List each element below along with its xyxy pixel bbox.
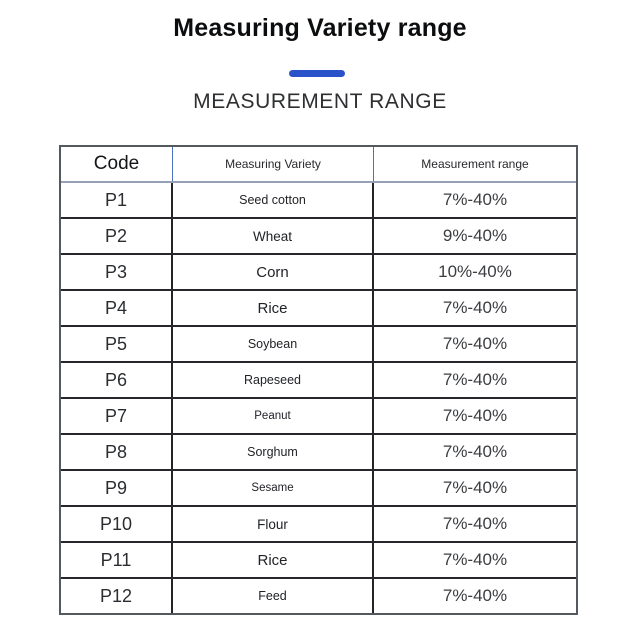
table-row: P10 Flour 7%-40% <box>61 507 576 543</box>
range-cell: 7%-40% <box>442 370 508 389</box>
table-row: P3 Corn 10%-40% <box>61 255 576 291</box>
measurement-range-table: Code Measuring Variety Measurement range… <box>59 145 578 615</box>
accent-divider <box>289 70 345 77</box>
variety-cell: Corn <box>173 255 374 289</box>
variety-cell: Feed <box>173 579 374 613</box>
table-header-row: Code Measuring Variety Measurement range <box>61 147 576 183</box>
variety-cell: Seed cotton <box>173 183 374 217</box>
range-cell: 7%-40% <box>442 406 508 425</box>
table-row: P12 Feed 7%-40% <box>61 579 576 613</box>
code-cell: P8 <box>61 435 173 469</box>
code-cell: P12 <box>61 579 173 613</box>
range-cell: 7%-40% <box>442 478 508 497</box>
code-cell: P3 <box>61 255 173 289</box>
code-cell: P6 <box>61 363 173 397</box>
variety-cell: Wheat <box>173 219 374 253</box>
code-cell: P7 <box>61 399 173 433</box>
table-row: P6 Rapeseed 7%-40% <box>61 363 576 399</box>
table-row: P1 Seed cotton 7%-40% <box>61 183 576 219</box>
table-row: P2 Wheat 9%-40% <box>61 219 576 255</box>
page-title: Measuring Variety range <box>173 14 467 42</box>
range-cell: 9%-40% <box>442 226 508 245</box>
variety-cell: Flour <box>173 507 374 541</box>
variety-cell: Peanut <box>173 399 374 433</box>
range-cell: 7%-40% <box>442 190 508 209</box>
variety-cell: Sorghum <box>173 435 374 469</box>
range-cell: 10%-40% <box>438 262 512 281</box>
header-code: Code <box>61 147 173 181</box>
range-cell: 7%-40% <box>442 442 508 461</box>
variety-cell: Soybean <box>173 327 374 361</box>
table-row: P9 Sesame 7%-40% <box>61 471 576 507</box>
code-cell: P2 <box>61 219 173 253</box>
header-measurement-range: Measurement range <box>421 157 529 171</box>
range-cell: 7%-40% <box>442 514 508 533</box>
section-subtitle: MEASUREMENT RANGE <box>193 90 447 113</box>
code-cell: P11 <box>61 543 173 577</box>
header-measuring-variety: Measuring Variety <box>173 147 374 181</box>
range-cell: 7%-40% <box>442 334 508 353</box>
code-cell: P10 <box>61 507 173 541</box>
variety-cell: Rice <box>173 543 374 577</box>
code-cell: P5 <box>61 327 173 361</box>
code-cell: P9 <box>61 471 173 505</box>
variety-cell: Rice <box>173 291 374 325</box>
table-row: P8 Sorghum 7%-40% <box>61 435 576 471</box>
range-cell: 7%-40% <box>442 586 508 605</box>
variety-cell: Rapeseed <box>173 363 374 397</box>
range-cell: 7%-40% <box>442 298 508 317</box>
table-row: P4 Rice 7%-40% <box>61 291 576 327</box>
variety-cell: Sesame <box>173 471 374 505</box>
code-cell: P4 <box>61 291 173 325</box>
table-row: P7 Peanut 7%-40% <box>61 399 576 435</box>
table-row: P5 Soybean 7%-40% <box>61 327 576 363</box>
range-cell: 7%-40% <box>442 550 508 569</box>
table-row: P11 Rice 7%-40% <box>61 543 576 579</box>
code-cell: P1 <box>61 183 173 217</box>
